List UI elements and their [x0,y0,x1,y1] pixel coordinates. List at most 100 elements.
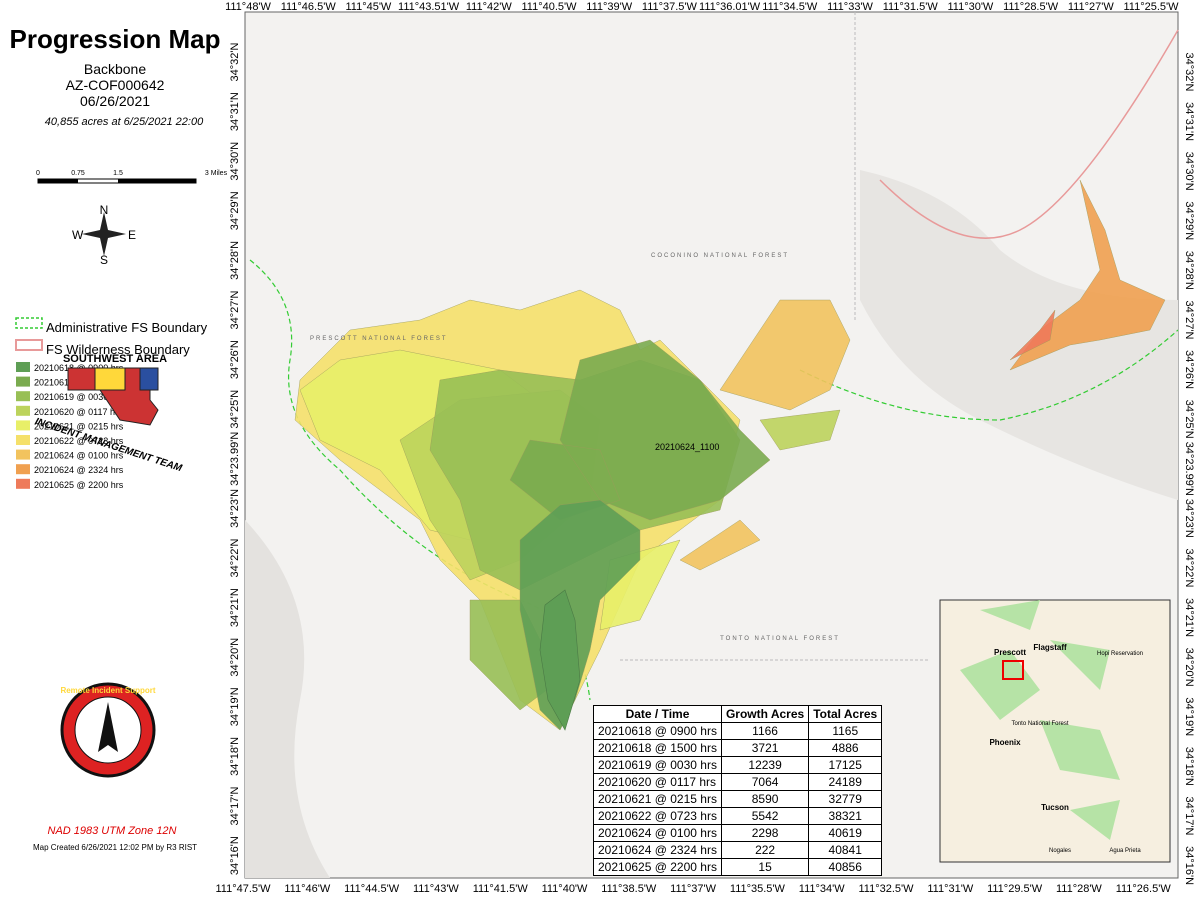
table-header: Date / Time [593,705,722,723]
table-cell: 40619 [808,824,883,842]
lat-label: 34°18'N [229,737,241,776]
legend-label: Administrative FS Boundary [46,320,208,335]
lat-label: 34°32'N [229,42,241,81]
terrain [860,170,1178,500]
table-cell: 7064 [720,773,810,791]
legend-swatch [16,449,30,460]
scale-bar [118,179,196,183]
table-cell: 20210622 @ 0723 hrs [593,807,722,825]
lon-label: 111°25.5'W [1123,1,1179,13]
forest-label: TONTO NATIONAL FOREST [720,636,840,642]
forest-label: PRESCOTT NATIONAL FOREST [310,336,448,342]
fire-progression [539,589,581,731]
lat-label: 34°28'N [229,241,241,280]
legend-swatch [16,391,30,402]
lon-label: 111°32.5'W [858,883,914,895]
table-cell: 5542 [720,807,810,825]
lat-label: 34°30'N [1183,152,1195,191]
table-cell: 20210625 @ 2200 hrs [593,858,722,876]
lat-label: 34°26'N [1183,350,1195,389]
compass-w: W [72,228,84,242]
lon-label: 111°35.5'W [730,883,786,895]
inset-place: Prescott [994,648,1026,657]
fire-name: Backbone [84,61,146,77]
lat-label: 34°25'N [229,390,241,429]
table-header: Growth Acres [720,705,810,723]
scale-bar [38,179,78,183]
table-row: 20210620 @ 0117 hrs 7064 24189 [593,773,883,791]
lon-label: 111°27'W [1068,1,1114,13]
scale-label: 3 Miles [205,170,228,177]
table-row: 20210625 @ 2200 hrs 15 40856 [593,858,883,876]
table-cell: 1165 [808,722,883,740]
lat-label: 34°25'N [1183,400,1195,439]
table-cell: 222 [720,841,810,859]
lat-label: 34°29'N [229,191,241,230]
lat-label: 34°17'N [229,786,241,825]
inset-locator [1002,660,1024,680]
table-row: 20210619 @ 0030 hrs 12239 17125 [593,756,883,774]
legend-label: 20210625 @ 2200 hrs [34,480,124,490]
table-cell: 20210618 @ 0900 hrs [593,722,722,740]
inset-place: Phoenix [989,738,1021,747]
legend-label: 20210619 @ 0030 hrs [34,392,124,402]
lon-label: 111°40'W [542,883,588,895]
lon-label: 111°26.5'W [1116,883,1172,895]
lat-label: 34°20'N [229,638,241,677]
lon-label: 111°41.5'W [473,883,529,895]
logo-text: SOUTHWEST AREA [63,353,167,365]
lon-label: 111°30'W [947,1,993,13]
table-row: 20210624 @ 0100 hrs 2298 40619 [593,824,883,842]
legend-label: 20210624 @ 2324 hrs [34,465,124,475]
lat-label: 34°23'N [1183,499,1195,538]
legend-swatch [16,420,30,431]
lon-label: 111°45'W [345,1,391,13]
lon-label: 111°48'W [225,1,271,13]
lat-label: 34°22'N [1183,549,1195,588]
lat-label: 34°21'N [1183,598,1195,637]
lon-label: 111°28'W [1056,883,1102,895]
table-cell: 3721 [720,739,810,757]
table-row: 20210622 @ 0723 hrs 5542 38321 [593,807,883,825]
scale-label: 0.75 [71,170,85,177]
table-cell: 20210624 @ 0100 hrs [593,824,722,842]
table-cell: 15 [720,858,810,876]
legend-swatch [16,478,30,489]
lat-label: 34°19'N [1183,697,1195,736]
lon-label: 111°43.51'W [398,1,460,13]
lon-label: 111°46.5'W [281,1,337,13]
scale-label: 1.5 [113,170,123,177]
legend-label: FS Wilderness Boundary [46,342,190,357]
compass-rose [82,212,126,256]
table-cell: 40841 [808,841,883,859]
table-cell: 20210621 @ 0215 hrs [593,790,722,808]
projection: NAD 1983 UTM Zone 12N [48,825,177,837]
perimeter-label: 20210624_1100 [655,442,719,452]
compass-n: N [100,203,109,217]
lat-label: 34°31'N [1183,102,1195,141]
lon-label: 111°31.5'W [883,1,939,13]
fire-progression [1009,179,1166,371]
lon-label: 111°31'W [927,883,973,895]
fire-progression [679,299,851,571]
table-row: 20210618 @ 0900 hrs 1166 1165 [593,722,883,740]
compass-e: E [128,228,136,242]
inset-place: Flagstaff [1033,643,1067,652]
terrain [245,520,330,878]
table-cell: 2298 [720,824,810,842]
legend-label: 20210620 @ 0117 hrs [34,407,123,417]
progression-table: Date / Time Growth Acres Total Acres 202106… [593,705,883,876]
lat-label: 34°22'N [229,538,241,577]
lon-label: 111°38.5'W [601,883,657,895]
table-cell: 20210624 @ 2324 hrs [593,841,722,859]
lon-label: 111°37.5'W [642,1,698,13]
table-header: Total Acres [808,705,883,723]
inset-place: Tonto National Forest [1011,721,1068,727]
legend-swatch [16,405,30,416]
lon-label: 111°29.5'W [987,883,1043,895]
inset-place: Hopi Reservation [1097,651,1143,657]
lat-label: 34°16'N [229,836,241,875]
inset-place: Nogales [1049,848,1071,854]
